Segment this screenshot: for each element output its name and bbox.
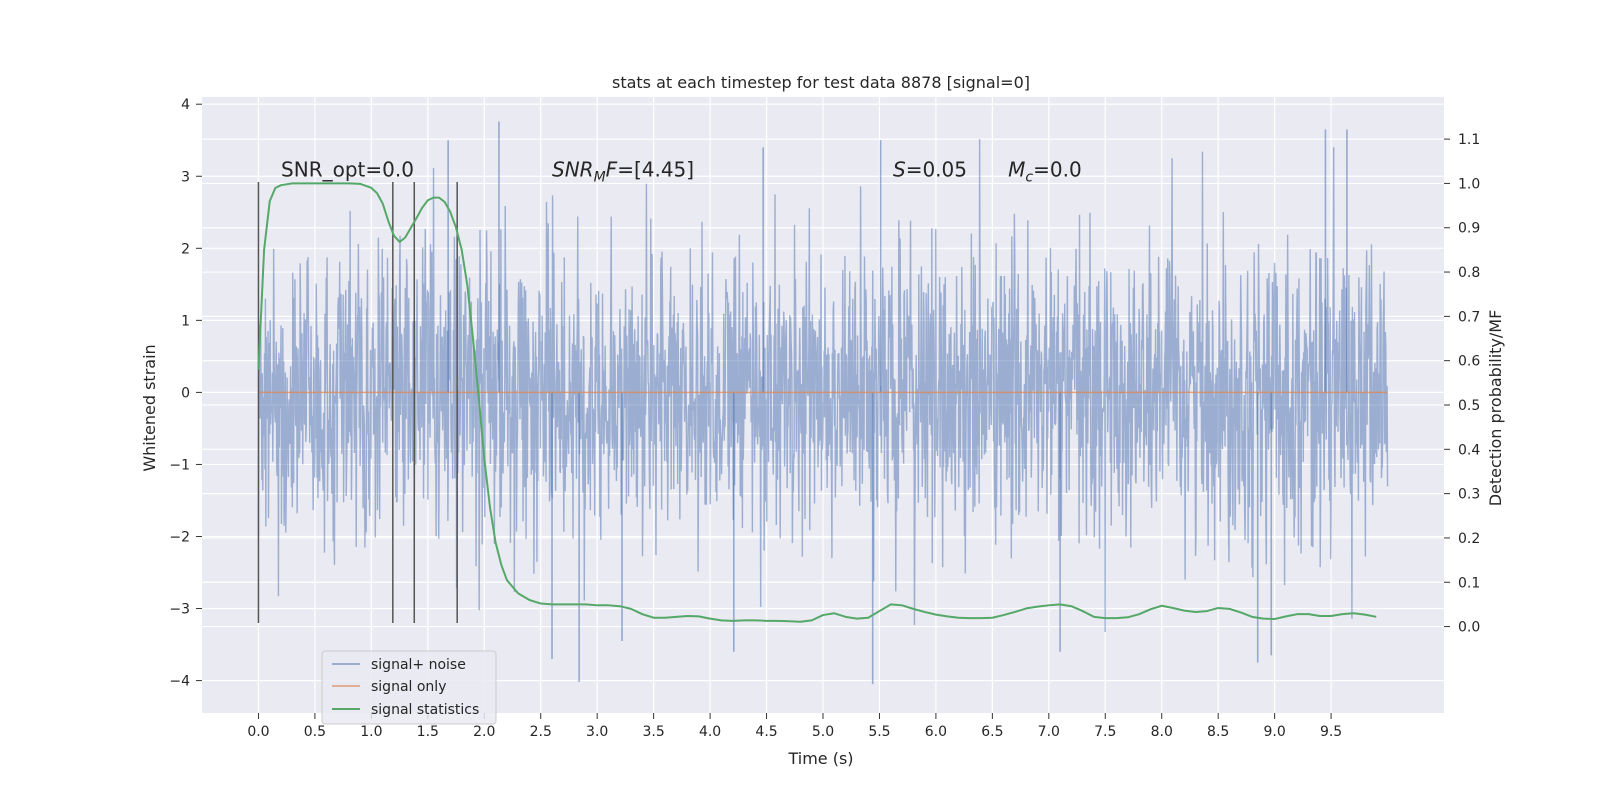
annotation-snr-mf-sub: M [594, 169, 606, 185]
y2-tick-label: 0.2 [1458, 531, 1480, 547]
y2-tick-label: 0.8 [1458, 265, 1480, 281]
y-tick-label: −2 [169, 529, 190, 545]
y-axis-label: Whitened strain [140, 344, 159, 471]
series-signal-noise [257, 139, 1389, 633]
y-tick-label: 3 [181, 169, 190, 185]
y2-tick-label: 1.0 [1458, 176, 1480, 192]
y-tick-label: 2 [181, 241, 190, 257]
y2-tick-label: 0.7 [1458, 309, 1480, 325]
annotation-snr-mf-base: SNR [552, 157, 594, 181]
x-tick-label: 4.0 [699, 724, 721, 740]
annotation-s: S=0.05 [893, 157, 967, 181]
y2-tick-label: 0.1 [1458, 575, 1480, 591]
y2-tick-label: 0.3 [1458, 487, 1480, 503]
y-tick-label: −1 [169, 457, 190, 473]
x-axis: 0.0 0.5 1.0 1.5 2.0 2.5 3.0 3.5 4.0 4.5 5.0 5.5 6.0 6… [247, 713, 1342, 740]
x-tick-label: 3.5 [643, 724, 665, 740]
legend: signal+ noise signal only signal statist… [321, 650, 497, 725]
x-tick-label: 6.0 [925, 724, 947, 740]
annotation-snr-mf-value: F=[4.45] [606, 157, 694, 181]
y-tick-label: 1 [181, 313, 190, 329]
annotations: SNR_opt=0.0 SNRMF=[4.45] S=0.05 Mc=0.0 [281, 157, 1082, 185]
y-tick-label: −3 [169, 602, 190, 618]
x-tick-label: 0.0 [247, 724, 269, 740]
y2-tick-label: 0.6 [1458, 354, 1480, 370]
y2-axis-label: Detection probability/MF [1486, 310, 1505, 507]
y2-tick-label: 0.4 [1458, 442, 1480, 458]
annotation-snr-opt: SNR_opt=0.0 [281, 157, 414, 181]
x-tick-label: 5.0 [812, 724, 834, 740]
x-tick-label: 8.5 [1207, 724, 1229, 740]
x-tick-label: 1.5 [417, 724, 439, 740]
x-tick-label: 5.5 [868, 724, 890, 740]
annotation-s-symbol: S [893, 157, 906, 181]
annotation-s-value: =0.05 [906, 157, 967, 181]
x-tick-label: 7.5 [1094, 724, 1116, 740]
y-tick-label: 4 [181, 97, 190, 113]
x-tick-label: 4.5 [755, 724, 777, 740]
legend-label-signal-only: signal only [371, 679, 446, 695]
y-axis-left: −4 −3 −2 −1 0 1 2 3 4 [169, 97, 202, 690]
annotation-mc-symbol: M [1008, 157, 1025, 181]
x-tick-label: 7.0 [1038, 724, 1060, 740]
series-signal-statistics [257, 182, 1377, 623]
legend-box [321, 650, 497, 725]
y2-tick-label: 1.1 [1458, 132, 1480, 148]
y2-tick-label: 0.0 [1458, 620, 1480, 636]
y2-tick-label: 0.5 [1458, 398, 1480, 414]
annotation-snr-mf-f: F [606, 157, 618, 181]
legend-label-signal-statistics: signal statistics [371, 702, 479, 718]
x-tick-label: 6.5 [981, 724, 1003, 740]
annotation-mc-value: =0.0 [1033, 157, 1082, 181]
x-axis-label: Time (s) [787, 749, 853, 768]
plot-content [257, 121, 1389, 685]
y-tick-label: 0 [181, 385, 190, 401]
x-tick-label: 0.5 [304, 724, 326, 740]
x-tick-label: 8.0 [1151, 724, 1173, 740]
legend-label-signal-noise: signal+ noise [371, 657, 466, 673]
x-tick-label: 9.0 [1264, 724, 1286, 740]
chart-title: stats at each timestep for test data 887… [612, 73, 1030, 92]
annotation-snr-mf: SNRMF=[4.45] [552, 157, 694, 185]
y-axis-right: 0.0 0.1 0.2 0.3 0.4 0.5 0.6 0.7 0.8 0.9 1.0 1.1 [1444, 132, 1480, 636]
y-tick-label: −4 [169, 674, 190, 690]
x-tick-label: 2.0 [473, 724, 495, 740]
y2-tick-label: 0.9 [1458, 221, 1480, 237]
x-tick-label: 1.0 [360, 724, 382, 740]
x-tick-label: 3.0 [586, 724, 608, 740]
annotation-mc-sub: c [1025, 169, 1033, 185]
annotation-mc: Mc=0.0 [1008, 157, 1082, 185]
annotation-snr-mf-rest: =[4.45] [617, 157, 694, 181]
x-tick-label: 2.5 [530, 724, 552, 740]
x-tick-label: 9.5 [1320, 724, 1342, 740]
